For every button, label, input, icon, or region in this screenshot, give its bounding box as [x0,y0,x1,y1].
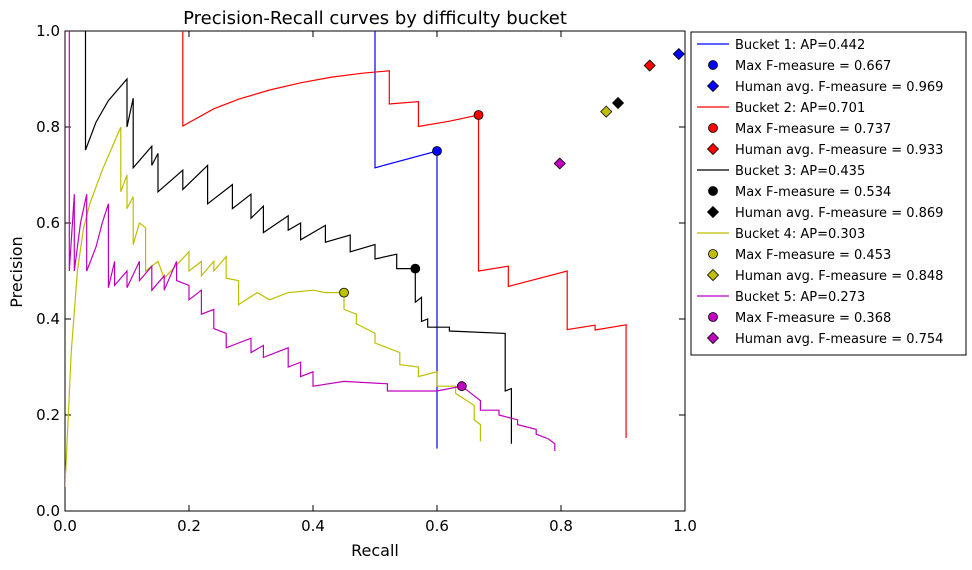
human-f-marker-1 [672,47,685,61]
max-f-marker-2 [473,110,484,120]
legend-entry-label: Bucket 2: AP=0.701 [735,101,865,116]
x-tick-label: 0.2 [177,517,201,535]
y-tick-label: 0.8 [36,118,60,136]
legend-entry-label: Human avg. F-measure = 0.933 [735,143,943,158]
legend-entry-label: Bucket 3: AP=0.435 [735,164,865,179]
human-f-marker-3 [611,96,625,110]
x-tick-label: 0.0 [53,517,77,535]
x-tick-label: 0.8 [549,517,573,535]
legend-entry-label: Human avg. F-measure = 0.848 [735,269,943,284]
legend-diamond-swatch [706,205,720,219]
legend-entry-label: Bucket 4: AP=0.303 [735,227,865,242]
y-tick-label: 0.0 [36,502,60,520]
legend: Bucket 1: AP=0.442 Max F-measure = 0.667 H… [690,31,967,356]
human-f-marker-2 [643,59,656,72]
x-tick-label: 1.0 [673,517,697,535]
series-line-5 [68,31,556,451]
y-tick-label: 1.0 [36,22,60,40]
legend-diamond-swatch [706,331,720,345]
series-line-2 [182,31,627,438]
y-tick-label: 0.6 [36,214,60,232]
y-tick-label: 0.2 [36,406,60,424]
human-f-marker-4 [600,105,613,118]
plot-area: 0.0 0.2 0.4 0.6 0.8 1.0 0.0 0.2 0.4 0.6 0.8 1.0 [36,22,697,535]
series-line-1 [374,31,438,449]
legend-entry-label: Human avg. F-measure = 0.869 [735,206,943,221]
legend-entry-label: Human avg. F-measure = 0.969 [735,80,943,95]
max-f-marker-3 [410,263,421,274]
y-tick-label: 0.4 [36,310,60,328]
max-f-marker-4 [339,287,349,298]
x-tick-label: 0.6 [425,517,449,535]
x-tick-label: 0.4 [301,517,325,535]
chart-title: Precision-Recall curves by difficulty bu… [183,8,567,29]
legend-diamond-swatch [706,79,720,93]
legend-entry-label: Max F-measure = 0.534 [735,185,891,200]
legend-diamond-swatch [706,268,720,282]
legend-circle-swatch [708,60,718,70]
legend-entry-label: Max F-measure = 0.453 [735,248,891,263]
legend-entry-label: Human avg. F-measure = 0.754 [735,332,943,347]
x-axis-label: Recall [351,541,399,560]
human-f-marker-5 [553,157,566,170]
series-line-3 [84,31,512,444]
legend-circle-swatch [708,123,718,133]
legend-diamond-swatch [706,142,720,156]
legend-entry-label: Max F-measure = 0.667 [735,59,891,74]
legend-circle-swatch [708,186,718,196]
y-axis-label: Precision [7,236,26,307]
legend-circle-swatch [708,249,718,259]
max-f-marker-1 [432,146,442,156]
series-line-4 [65,126,481,488]
max-f-marker-5 [456,381,467,392]
legend-frame [690,31,967,356]
legend-entry-label: Max F-measure = 0.737 [735,122,891,137]
legend-entry-label: Bucket 5: AP=0.273 [735,290,865,305]
legend-circle-swatch [708,312,718,322]
legend-entry-label: Bucket 1: AP=0.442 [735,38,865,53]
legend-entry-label: Max F-measure = 0.368 [735,311,891,326]
